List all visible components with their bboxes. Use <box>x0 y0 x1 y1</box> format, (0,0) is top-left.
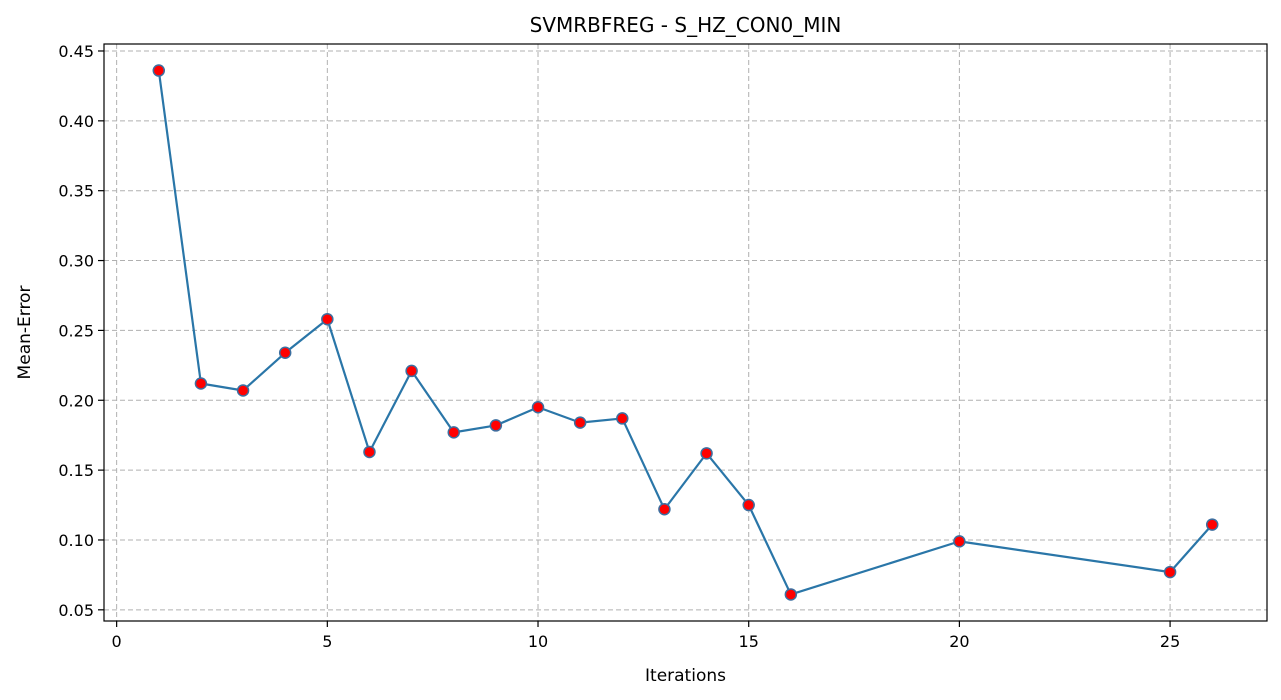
x-tick-label: 20 <box>949 632 969 651</box>
data-point <box>194 377 208 390</box>
series-line <box>157 70 1214 596</box>
y-tick-label: 0.35 <box>58 182 94 201</box>
chart-title: SVMRBFREG - S_HZ_CON0_MIN <box>530 13 842 37</box>
y-axis-title: Mean-Error <box>15 286 35 380</box>
grid <box>104 44 1267 621</box>
x-tick-label: 10 <box>528 632 548 651</box>
data-point <box>784 588 798 601</box>
x-tick-label: 15 <box>739 632 759 651</box>
x-axis-title: Iterations <box>645 666 726 686</box>
data-point <box>1205 518 1219 531</box>
data-point <box>573 416 587 429</box>
data-point <box>616 412 629 425</box>
x-tick-label: 0 <box>112 632 122 651</box>
data-point <box>152 64 166 77</box>
data-point <box>363 445 376 459</box>
data-point <box>742 498 755 512</box>
y-tick-label: 0.15 <box>58 461 94 480</box>
y-tick-label: 0.05 <box>58 601 94 620</box>
series-layer <box>152 64 1219 601</box>
plot-frame <box>103 43 1268 622</box>
data-point <box>489 419 503 432</box>
data-point <box>278 346 292 360</box>
data-point <box>531 400 545 414</box>
data-point <box>953 535 966 548</box>
y-tick-label: 0.45 <box>58 42 94 61</box>
y-tick-label: 0.40 <box>58 112 94 131</box>
x-tick-label: 5 <box>322 632 332 651</box>
data-point <box>700 447 713 460</box>
data-point <box>1163 565 1177 579</box>
x-tick-label: 25 <box>1160 632 1180 651</box>
y-tick-label: 0.20 <box>58 391 94 410</box>
data-point <box>405 364 418 378</box>
y-tick-label: 0.10 <box>58 531 94 550</box>
data-point <box>658 502 671 516</box>
y-axis: 0.05 0.10 0.15 0.20 0.25 0.30 0.35 0.40 0.45 <box>58 42 104 620</box>
data-point <box>321 312 334 326</box>
x-axis: 0 5 10 15 20 25 <box>112 621 1180 651</box>
y-tick-label: 0.25 <box>58 321 94 340</box>
data-point <box>447 426 460 439</box>
y-tick-label: 0.30 <box>58 252 94 271</box>
data-point <box>236 384 250 397</box>
